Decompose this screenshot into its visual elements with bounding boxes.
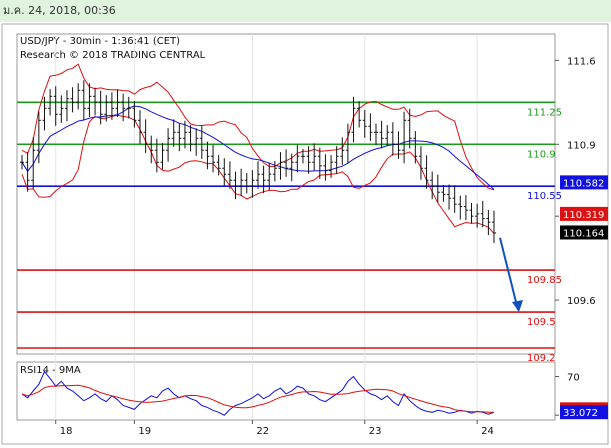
arrow-head [512,300,523,313]
level-label: 110.55 [527,191,562,202]
price-tag [560,225,608,240]
rsi-y-tick-label: 70 [567,373,580,384]
rsi-tag [560,405,608,420]
price-tag [560,175,608,190]
rsi-line [21,370,495,416]
rsi-plot-area [16,361,556,421]
level-label: 111.25 [527,107,562,118]
time-axis: 18 19 22 23 24 [55,420,494,437]
x-tick-label: 18 [60,426,73,437]
x-tick-label: 22 [256,426,269,437]
rsi-label: RSI14 - 9MA [20,365,81,376]
level-label: 109.85 [527,275,562,286]
usdjpy-chart: USD/JPY - 30min - 1:36:41 (CET) Research… [1,23,609,445]
level-label: 109.5 [527,317,556,328]
price-bars [20,80,496,244]
date-header: ม.ค. 24, 2018, 00:36 [0,0,611,22]
price-tag-label: 110.319 [563,210,604,221]
x-tick-label: 24 [481,426,494,437]
price-tag [560,206,608,221]
support-resistance-levels: 111.25 110.9 110.55 109.85 109.5 109.2 [17,101,562,364]
level-label: 109.2 [527,353,556,364]
forecast-arrow [499,237,523,313]
price-tag-label: 110.164 [563,228,604,239]
arrow-shaft [499,237,519,311]
level-label: 110.9 [527,149,556,160]
y-tick-label: 110.9 [567,140,596,151]
y-tick-label: 111.6 [567,56,596,67]
price-plot-area [16,33,556,355]
upper-band [21,63,495,191]
x-tick-label: 23 [369,426,382,437]
x-tick-label: 19 [138,426,151,437]
chart-subtitle: Research © 2018 TRADING CENTRAL [20,50,206,61]
chart-title: USD/JPY - 30min - 1:36:41 (CET) [20,36,180,47]
rsi-lines [21,370,495,416]
price-tag-label: 110.582 [563,178,604,189]
timestamp: ม.ค. 24, 2018, 00:36 [3,4,116,17]
rsi-ma-line [21,384,495,413]
rsi-tag-label: 33.072 [563,408,598,419]
y-tick-label: 109.6 [567,296,596,307]
